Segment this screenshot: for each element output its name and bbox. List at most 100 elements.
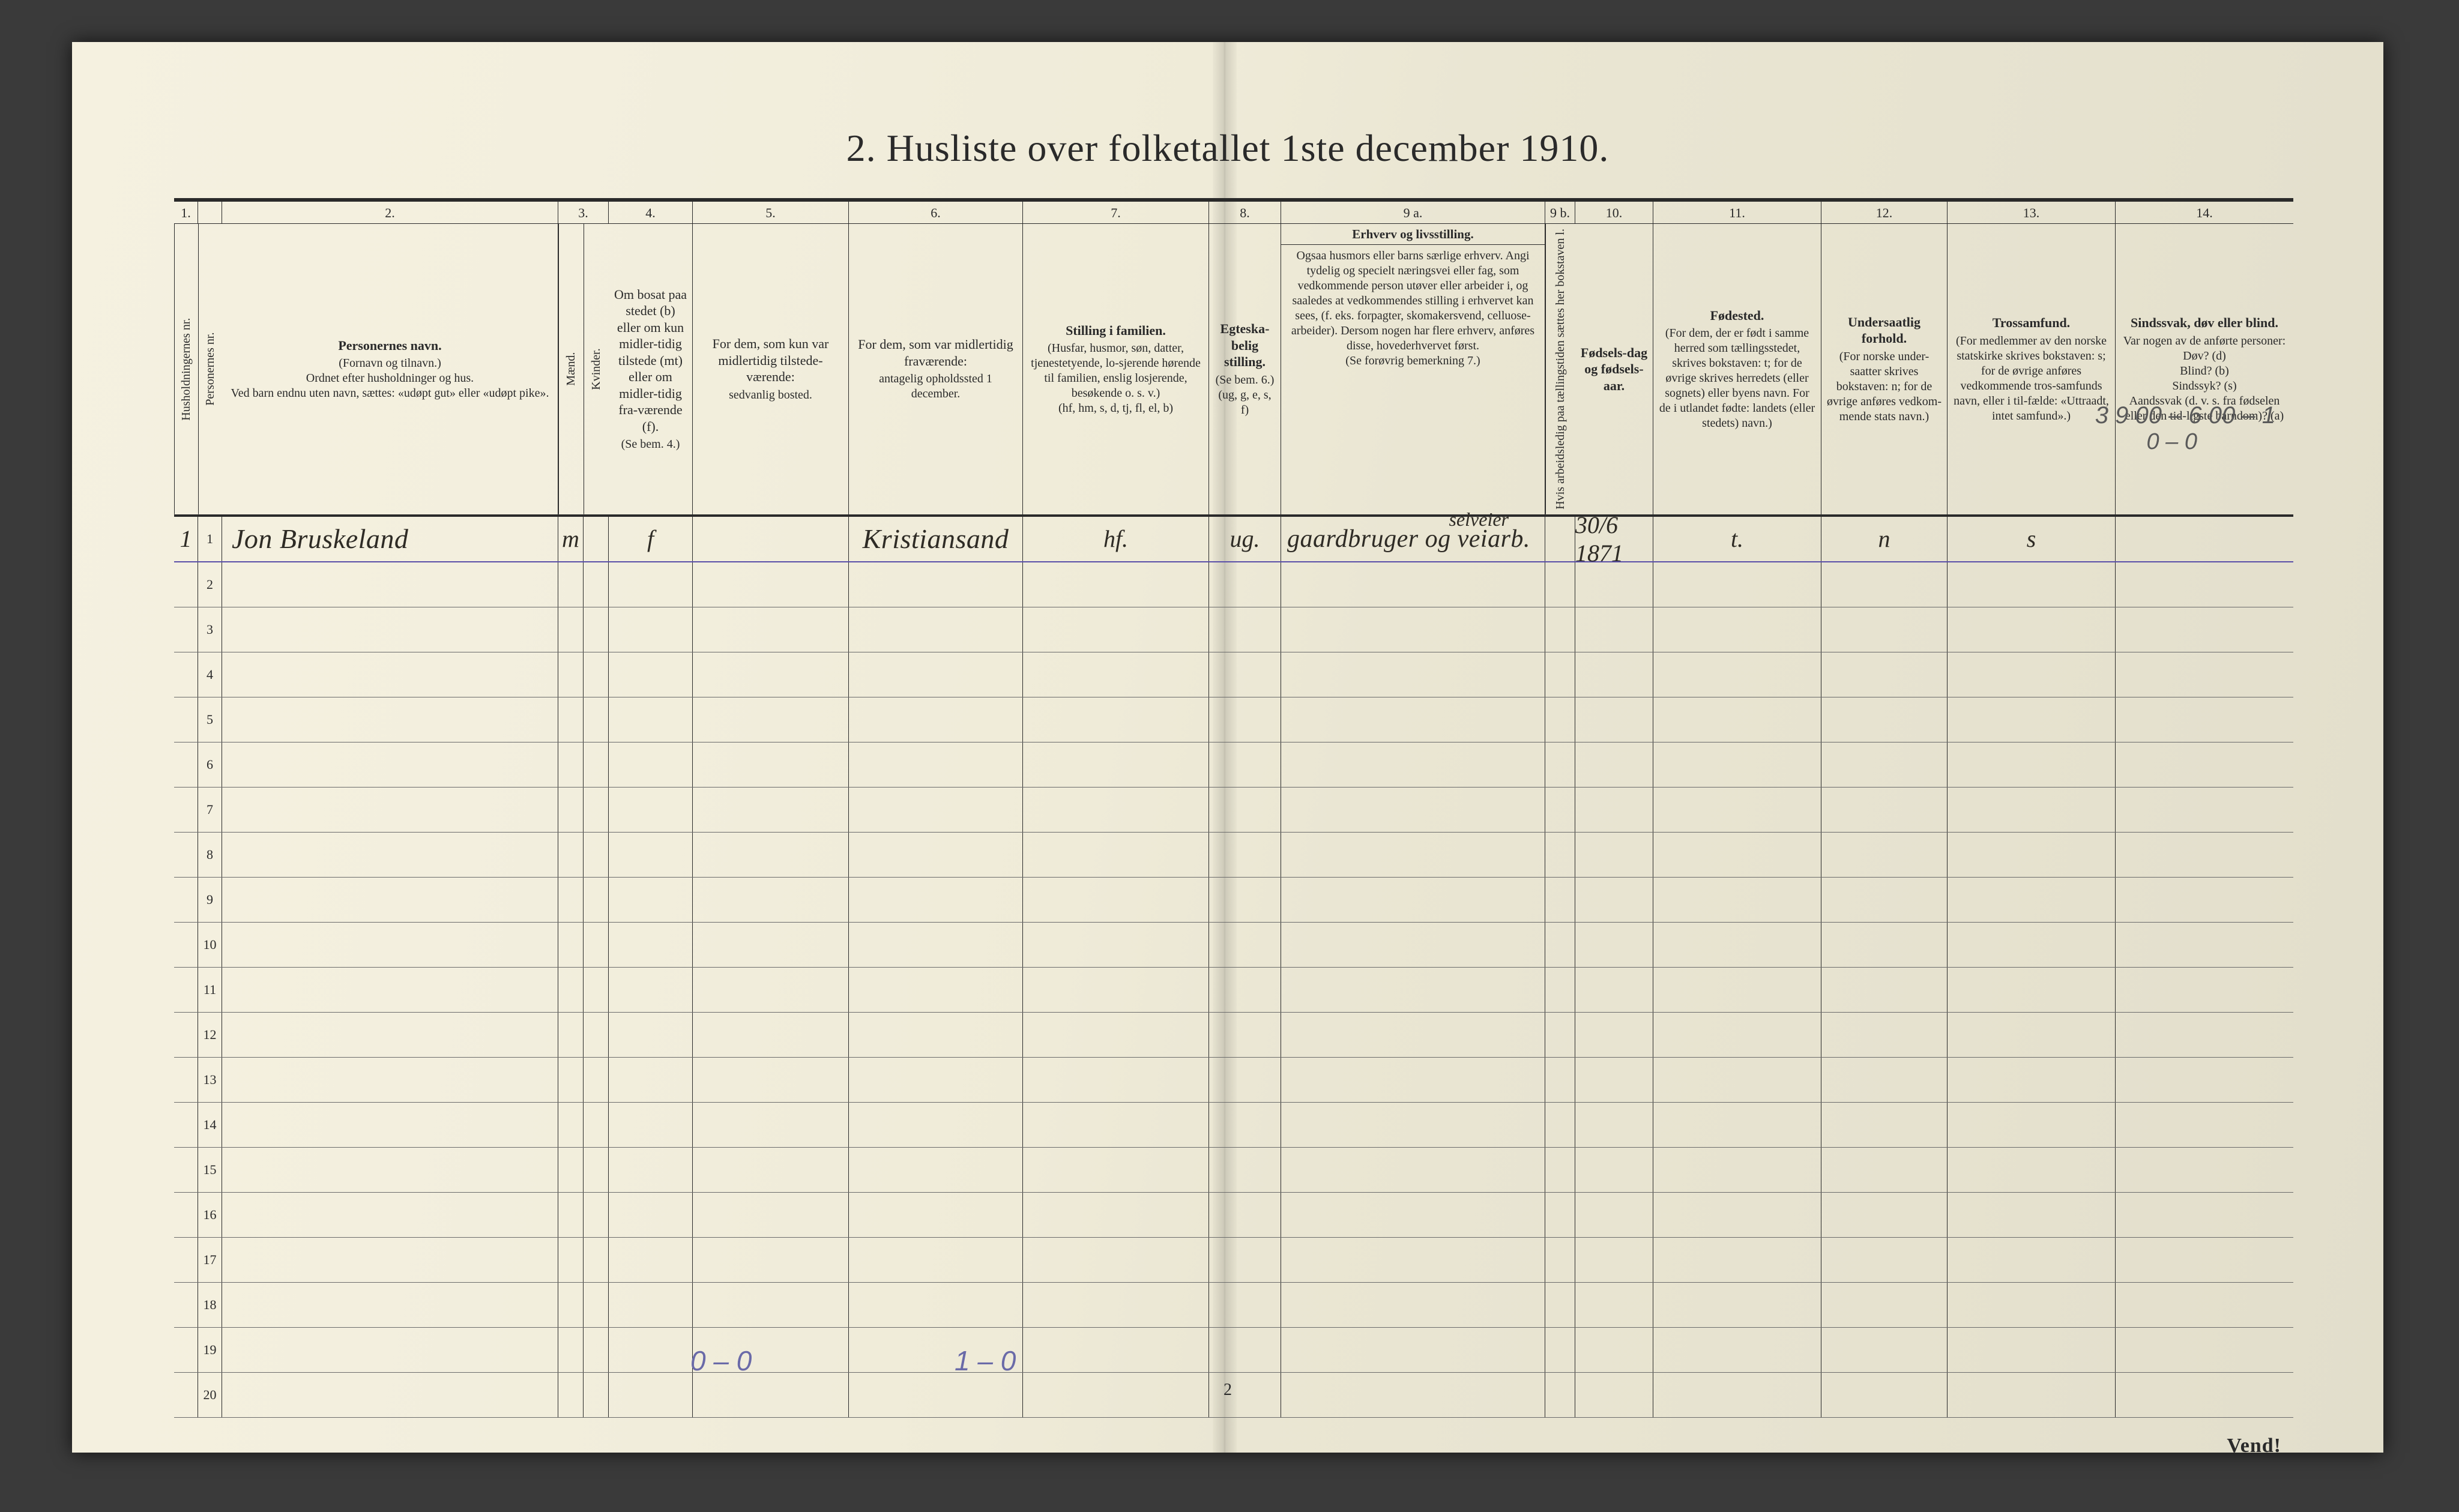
cell-hh-nr [174,1328,198,1372]
cell-person-nr: 3 [198,607,222,652]
cell-hh-nr [174,742,198,787]
cell-arbeidsledig [1545,1238,1575,1282]
cell-hh-nr [174,923,198,967]
cell-arbeidsledig [1545,923,1575,967]
colnum-3: 3. [558,202,609,223]
cell-opholdssted [849,1013,1023,1057]
cell-trossamfund [1948,1058,2116,1102]
cell-trossamfund: s [1948,517,2116,561]
cell-egteskab [1209,652,1281,697]
cell-opholdssted [849,1103,1023,1147]
colnum-13: 13. [1948,202,2116,223]
cell-erhverv [1281,652,1545,697]
cell-sedvanlig-bosted [693,517,849,561]
cell-opholdssted [849,1148,1023,1192]
hdr-sex-k: Kvinder. [584,224,609,514]
cell-hh-nr [174,1238,198,1282]
cell-fodselsdag [1575,742,1653,787]
cell-sedvanlig-bosted [693,923,849,967]
cell-sex-m [558,1193,584,1237]
cell-person-nr: 17 [198,1238,222,1282]
cell-hh-nr [174,1013,198,1057]
cell-name [222,652,558,697]
hdr-c8-title: Egteska-belig stilling. [1214,321,1276,370]
cell-sedvanlig-bosted [693,1238,849,1282]
table-row: 18 [174,1283,2293,1328]
cell-egteskab [1209,968,1281,1012]
cell-erhverv [1281,1058,1545,1102]
cell-fodselsdag [1575,1058,1653,1102]
hdr-fodsel: Fødsels-dag og fødsels-aar. [1575,224,1653,514]
cell-name [222,1328,558,1372]
census-table: 1. 2. 3. 4. 5. 6. 7. 8. 9 a. 9 b. 10. 11… [174,198,2293,1418]
cell-stilling-familie [1023,1148,1209,1192]
cell-fodested [1653,923,1821,967]
hdr-c6-title: For dem, som var midlertidig fraværende: [854,336,1018,369]
cell-hh-nr [174,788,198,832]
cell-person-nr: 5 [198,697,222,742]
cell-undersaat [1821,878,1948,922]
cell-undersaat [1821,652,1948,697]
cell-sedvanlig-bosted [693,742,849,787]
cell-fodselsdag [1575,878,1653,922]
cell-erhverv [1281,562,1545,607]
cell-hh-nr: 1 [174,517,198,561]
cell-fodested [1653,1148,1821,1192]
cell-name [222,1013,558,1057]
cell-trossamfund [1948,697,2116,742]
cell-undersaat [1821,697,1948,742]
cell-arbeidsledig [1545,1283,1575,1327]
cell-fodested [1653,1193,1821,1237]
cell-bosat [609,742,693,787]
cell-sex-m [558,1058,584,1102]
cell-stilling-familie [1023,1058,1209,1102]
cell-undersaat [1821,923,1948,967]
vend-label: Vend! [2227,1435,2281,1457]
hdr-c7-title: Stilling i familien. [1028,322,1204,339]
cell-egteskab [1209,878,1281,922]
cell-opholdssted [849,1283,1023,1327]
hdr-bosat-title: Om bosat paa stedet (b) eller om kun mid… [614,286,687,435]
cell-erhverv [1281,742,1545,787]
cell-egteskab [1209,788,1281,832]
cell-sex-k [584,923,609,967]
table-row: 4 [174,652,2293,697]
cell-sex-k [584,833,609,877]
cell-sex-m [558,1283,584,1327]
cell-bosat [609,833,693,877]
cell-sindssvak [2116,607,2293,652]
colnum-8: 8. [1209,202,1281,223]
cell-fodselsdag [1575,1328,1653,1372]
hdr-c5-sub: sedvanlig bosted. [698,388,843,403]
cell-stilling-familie [1023,697,1209,742]
hdr-name-title: Personernes navn. [227,337,553,354]
cell-fodselsdag: 30/6 1871 [1575,517,1653,561]
cell-sedvanlig-bosted [693,652,849,697]
table-row: 8 [174,833,2293,878]
cell-trossamfund [1948,742,2116,787]
cell-egteskab [1209,833,1281,877]
cell-name [222,788,558,832]
cell-fodested [1653,562,1821,607]
cell-fodested: t. [1653,517,1821,561]
cell-opholdssted [849,697,1023,742]
cell-fodested [1653,652,1821,697]
cell-egteskab [1209,1328,1281,1372]
cell-name: Jon Bruskeland [222,517,558,561]
cell-sex-k [584,968,609,1012]
cell-sex-m [558,562,584,607]
colnum-12: 12. [1821,202,1948,223]
cell-erhverv [1281,878,1545,922]
column-number-row: 1. 2. 3. 4. 5. 6. 7. 8. 9 a. 9 b. 10. 11… [174,198,2293,224]
hdr-arbeidsledig: Hvis arbeidsledig paa tællingstiden sætt… [1545,224,1575,514]
cell-opholdssted [849,1238,1023,1282]
cell-fodested [1653,1103,1821,1147]
cell-fodselsdag [1575,652,1653,697]
table-row: 2 [174,562,2293,607]
table-row: 17 [174,1238,2293,1283]
cell-hh-nr [174,833,198,877]
cell-erhverv [1281,697,1545,742]
hdr-c9a-sub: Ogsaa husmors eller barns særlige erhver… [1281,245,1545,514]
cell-undersaat [1821,1013,1948,1057]
cell-sex-m [558,1328,584,1372]
